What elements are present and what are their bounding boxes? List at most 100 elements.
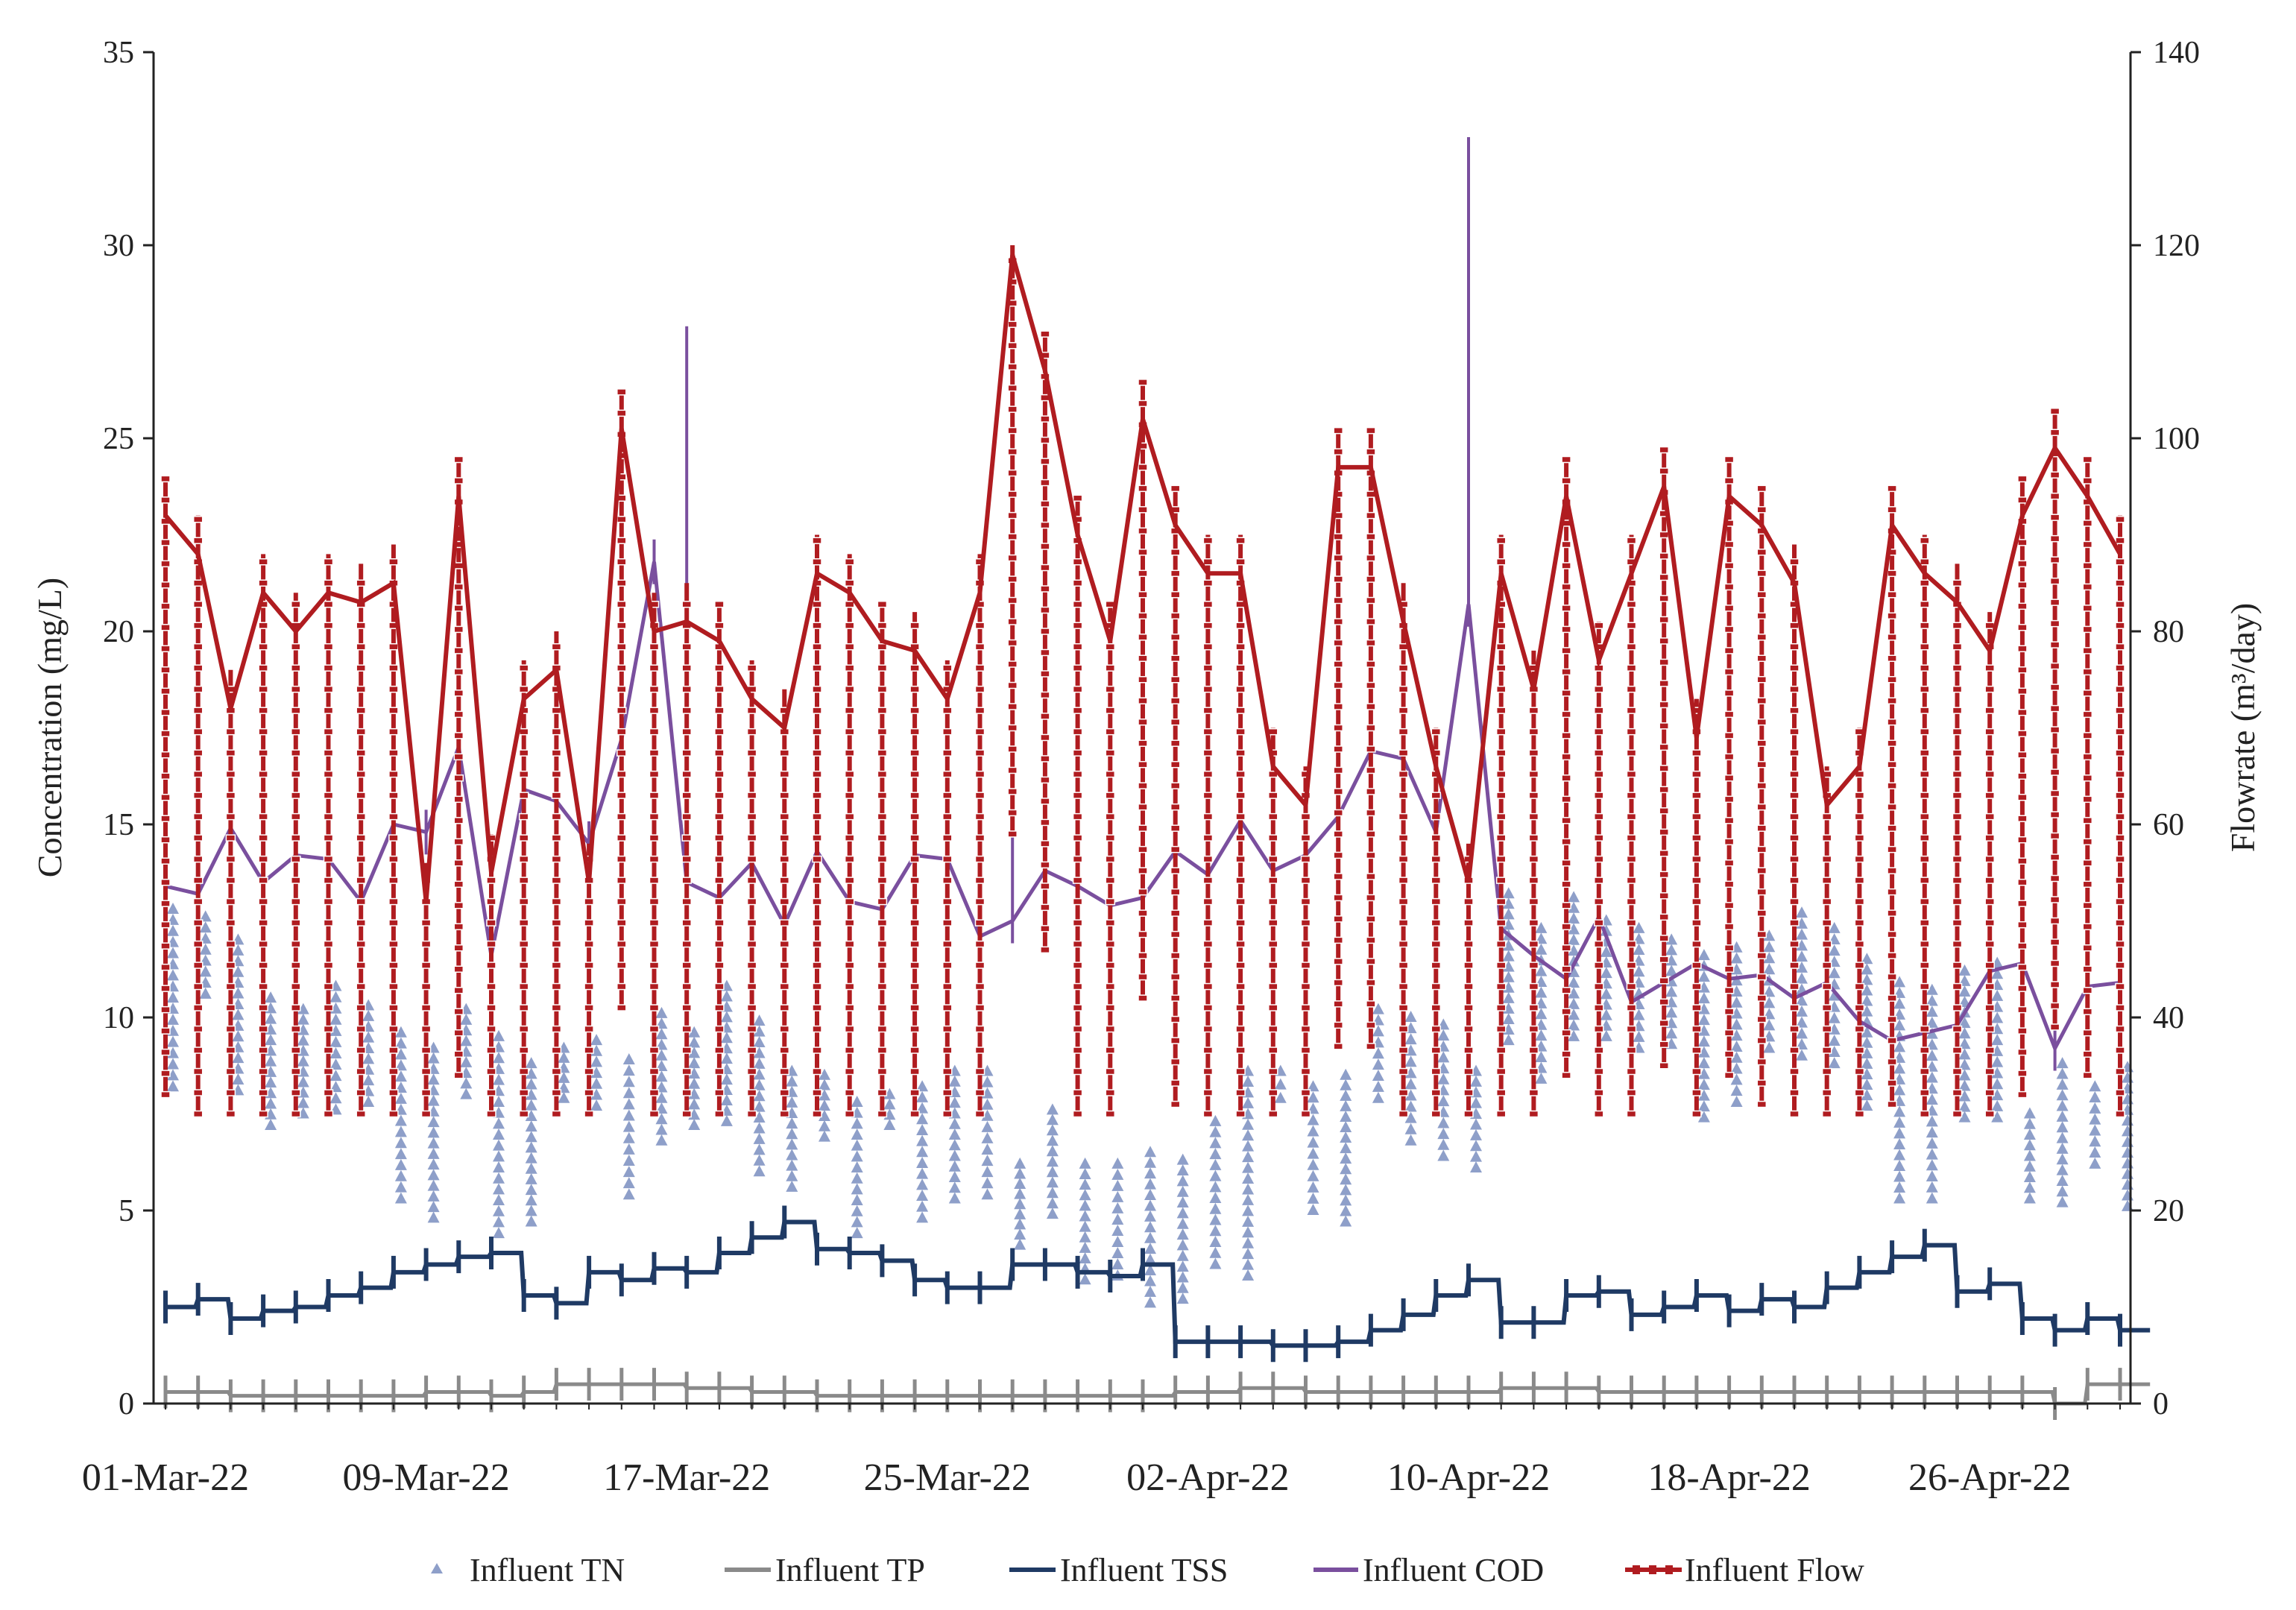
flow-data-point [1756, 994, 1767, 1002]
tn-data-point [1568, 923, 1580, 935]
flow-data-point [1138, 760, 1148, 768]
flow-data-point [2017, 687, 2028, 695]
flow-data-point [681, 919, 692, 926]
flow-data-point [1040, 798, 1050, 805]
flow-data-point [2082, 859, 2093, 867]
tn-data-point [981, 1188, 994, 1200]
tn-data-point [460, 1077, 473, 1089]
tn-data-point [916, 1156, 929, 1168]
flow-data-point [1984, 962, 1995, 969]
tn-data-point [1568, 997, 1580, 1009]
flow-data-point [453, 795, 464, 804]
flow-data-point [877, 1089, 888, 1096]
flow-data-point [1170, 654, 1181, 663]
tn-data-point [460, 1087, 473, 1099]
flow-data-point [584, 1110, 594, 1118]
flow-data-point [942, 727, 953, 736]
tn-data-point [1144, 1285, 1156, 1297]
tn-data-point [1796, 950, 1808, 962]
flow-data-point [1495, 982, 1507, 991]
flow-data-point [1202, 855, 1214, 863]
flow-data-point [1723, 859, 1735, 867]
flow-data-point [323, 897, 334, 906]
flow-data-point [616, 537, 627, 545]
flow-data-point [258, 834, 268, 842]
flow-data-point [1040, 330, 1050, 338]
flow-data-point [1495, 1089, 1507, 1096]
flow-data-point [551, 1025, 562, 1033]
tn-data-point [1893, 1084, 1906, 1096]
flow-data-point [291, 897, 301, 906]
flow-data-point [388, 834, 399, 842]
flow-data-point [844, 982, 855, 991]
flow-data-point [1626, 664, 1637, 672]
flow-data-point [779, 1067, 790, 1076]
tn-data-point [622, 1076, 635, 1087]
tn-data-point [525, 1205, 537, 1216]
flow-data-point [291, 643, 301, 651]
flow-data-point [1072, 1067, 1083, 1076]
tn-data-point [753, 1057, 766, 1069]
flow-data-point [1202, 537, 1214, 545]
tn-data-point [622, 1098, 635, 1110]
flow-data-point [2017, 581, 2028, 589]
flow-data-point [1756, 1037, 1767, 1044]
flow-data-point [2017, 815, 2028, 822]
flow-data-point [388, 558, 399, 566]
legend-label: Influent Flow [1685, 1552, 1864, 1588]
flow-data-point [551, 643, 562, 651]
tn-data-point [753, 1046, 766, 1058]
flow-data-point [2049, 832, 2060, 840]
flow-data-point [1202, 1046, 1214, 1054]
flow-data-point [779, 1025, 790, 1033]
tn-data-point [1697, 1057, 1710, 1069]
flow-data-point [1756, 654, 1767, 663]
flow-data-point [1920, 727, 1930, 736]
tn-data-point [1144, 1156, 1156, 1168]
flow-data-point [909, 1004, 920, 1011]
tn-data-point [1014, 1157, 1026, 1169]
flow-data-point [2115, 897, 2125, 906]
flow-data-point [551, 749, 562, 757]
flow-data-point [1952, 919, 1963, 926]
flow-data-point [2115, 770, 2125, 778]
tn-data-point [1242, 1269, 1255, 1281]
tn-data-point [1176, 1281, 1189, 1293]
flow-data-point [1723, 647, 1735, 654]
tn-data-point [622, 1064, 635, 1076]
flow-data-point [1723, 710, 1735, 719]
flow-data-point [1789, 877, 1800, 884]
tn-data-point [1340, 1184, 1352, 1196]
flow-data-point [1007, 448, 1018, 455]
flow-data-point [974, 982, 985, 991]
flow-data-point [909, 897, 920, 906]
tn-data-point [1209, 1169, 1222, 1181]
tn-data-point [2056, 1067, 2069, 1079]
flow-data-point [877, 940, 888, 948]
tn-data-point [394, 1158, 407, 1170]
flow-data-point [1887, 739, 1897, 747]
x-tick-label: 01-Mar-22 [82, 1456, 249, 1499]
flow-data-point [2017, 921, 2028, 929]
tn-data-point [1144, 1178, 1156, 1190]
flow-data-point [1756, 803, 1767, 811]
flow-data-point [551, 812, 562, 821]
flow-data-point [1072, 685, 1083, 693]
flow-data-point [1626, 707, 1637, 714]
flow-data-point [453, 859, 464, 867]
flow-data-point [974, 664, 985, 672]
flow-data-point [1756, 591, 1767, 599]
flow-data-point [877, 749, 888, 757]
flow-data-point [258, 1046, 268, 1054]
flow-data-point [1723, 477, 1735, 484]
flow-data-point [356, 1046, 366, 1054]
tn-data-point [525, 1215, 537, 1227]
tn-data-point [1046, 1208, 1059, 1219]
tn-data-point [1861, 1005, 1873, 1017]
flow-data-point [1528, 770, 1539, 778]
flow-data-point [779, 962, 790, 969]
flow-data-point [974, 792, 985, 799]
flow-data-point [1366, 873, 1376, 880]
y-left-tick-label: 20 [103, 615, 134, 649]
x-tick-label: 09-Mar-22 [342, 1456, 509, 1499]
